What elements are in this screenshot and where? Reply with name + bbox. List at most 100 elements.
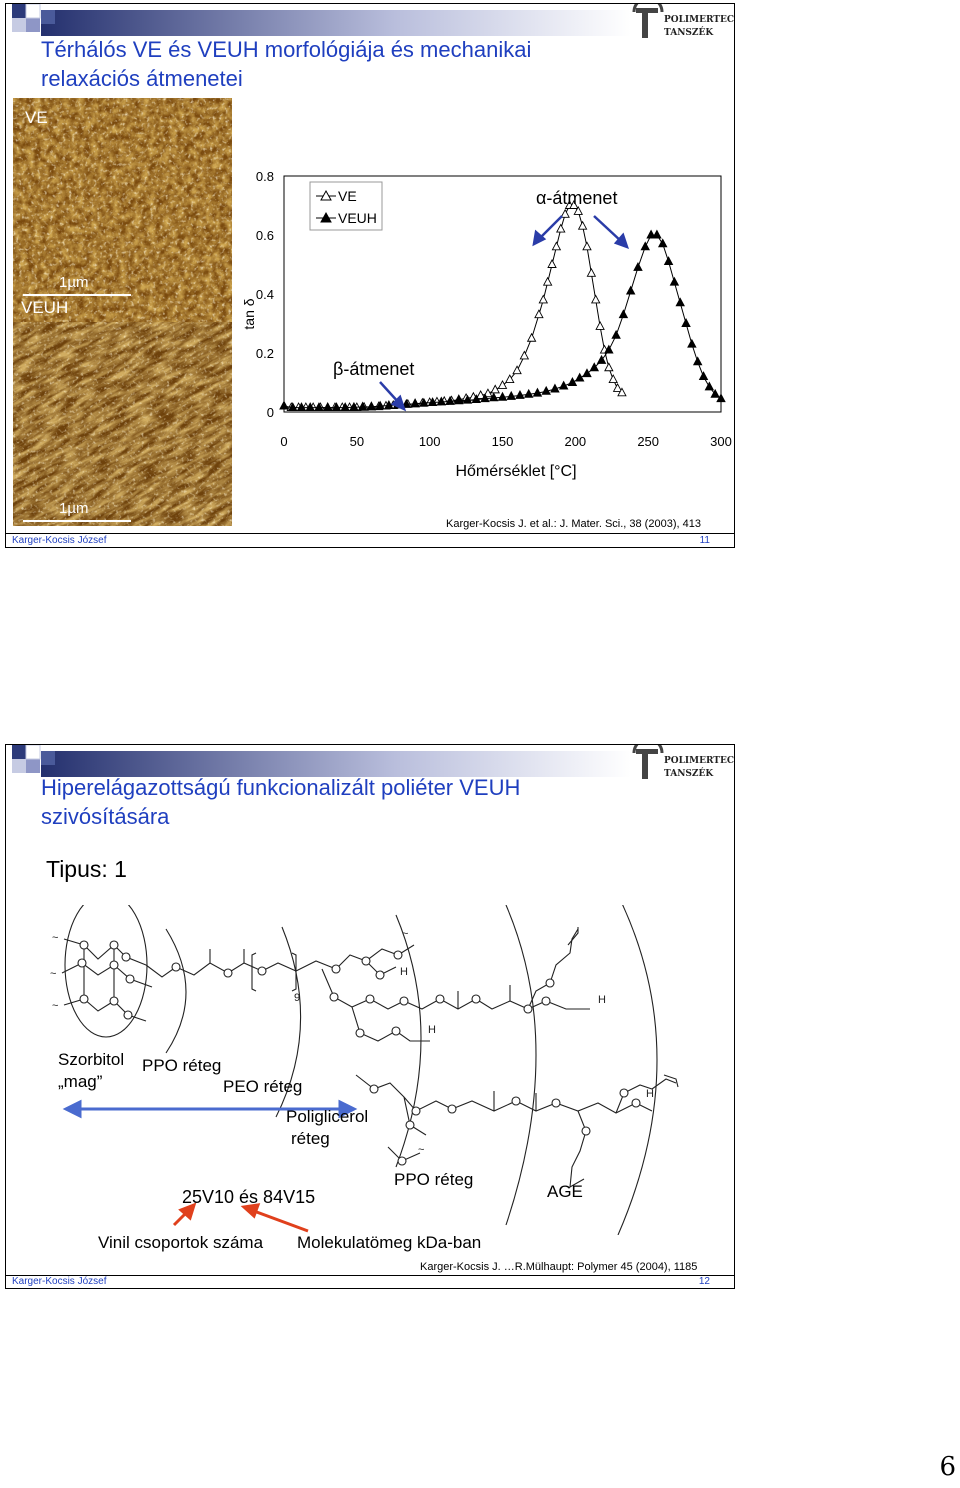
afm-label-veuh: VEUH [21,298,69,317]
x-tick-label: 150 [492,434,514,449]
data-point-veuh [633,261,643,271]
y-tick-label: 0 [267,405,274,420]
data-point-veuh [331,402,342,412]
data-point-veuh [625,285,636,295]
slide-title: Térhálós VE és VEUH morfológiája és mech… [41,35,531,93]
data-point-veuh [657,238,668,248]
label-sample-codes: 25V10 és 84V15 [182,1187,316,1207]
data-point-veuh [681,318,691,327]
department-logo: POLIMERTECHNIKA TANSZÉK [630,4,734,42]
data-point-ve [577,220,588,230]
svg-text:POLIMERTECHNIKA: POLIMERTECHNIKA [664,756,734,766]
data-point-veuh [604,344,614,354]
y-tick-label: 0.8 [256,169,274,184]
tilde-end: ~ [418,1144,424,1156]
data-point-ve [595,320,605,330]
data-point-ve [475,390,486,399]
data-point-veuh [314,402,324,412]
core-ellipse [64,905,148,1038]
data-point-veuh [589,362,600,372]
data-point-veuh [558,380,569,390]
slide-12: POLIMERTECHNIKA TANSZÉK Hiperelágazottsá… [5,744,735,1289]
data-point-veuh [375,400,385,410]
scale-label-top: 1µm [59,274,89,291]
label-molecular-weight: Molekulatömeg kDa-ban [297,1233,482,1252]
data-point-veuh [652,229,662,239]
data-point-veuh [366,401,377,411]
data-point-veuh [462,394,473,404]
afm-image-veuh: 1µm [13,322,232,526]
data-point-veuh [541,385,551,395]
data-point-veuh [515,390,525,399]
data-point-veuh [663,256,674,265]
annotation-arrows [379,215,630,412]
data-point-ve [560,208,570,218]
hydroxyl-h: H [598,994,606,1006]
label-ppo-layer-2: PPO réteg [394,1170,474,1189]
label-vinyl-count: Vinil csoportok száma [98,1233,264,1252]
data-point-veuh [497,391,508,401]
slide-11: POLIMERTECHNIKA TANSZÉK Térhálós VE és V… [5,3,735,548]
header-decoration [12,4,631,36]
type-label: Tipus: 1 [46,856,127,882]
ether-oxygens [77,940,641,1166]
data-point-veuh [340,402,350,412]
data-point-veuh [480,393,490,403]
data-point-veuh [445,395,455,405]
y-axis-label: tan δ [241,298,257,329]
data-point-veuh [618,309,629,319]
data-point-veuh [550,383,560,393]
data-point-veuh [532,387,543,397]
data-point-veuh [675,297,685,307]
label-age: AGE [547,1182,583,1201]
x-tick-label: 100 [419,434,441,449]
data-point-veuh [523,388,534,398]
peo-layer-boundary [275,926,302,1118]
data-point-veuh [279,400,289,410]
label-mag: „mag” [58,1072,103,1091]
ppo-layer-boundary [165,928,187,1054]
data-point-veuh [687,338,697,348]
y-tick-label: 0.6 [256,228,274,243]
scale-bar-bottom [23,520,131,522]
legend-marker-veuh [320,211,332,223]
data-point-ve [604,362,614,372]
data-point-ve [586,267,597,277]
data-point-veuh [611,329,621,339]
data-point-veuh [454,395,464,405]
data-point-veuh [419,397,429,407]
data-point-ve [573,205,583,215]
age-layer-boundary [617,905,658,1235]
tilde-end: ~ [402,928,408,940]
ppo2-layer-boundary [505,905,537,1226]
header-decoration [12,745,631,777]
footer-author: Karger-Kocsis József [12,535,107,546]
page-number: 6 [939,1452,956,1482]
hydroxyl-h: H [400,966,408,978]
data-point-veuh [692,356,703,366]
svg-text:POLIMERTECHNIKA: POLIMERTECHNIKA [664,15,734,25]
data-point-veuh [322,402,333,412]
data-point-ve [542,276,553,286]
label-ppo-layer-1: PPO réteg [142,1056,222,1075]
legend-label-ve: VE [338,188,357,204]
data-point-veuh [698,371,709,381]
hydroxyl-h: H [428,1024,436,1036]
footer-author: Karger-Kocsis József [12,1276,107,1287]
legend: VE VEUH [309,181,383,231]
data-point-veuh [704,381,715,391]
tilde-end: ~ [52,1000,58,1012]
legend-marker-ve [320,189,332,201]
department-logo: POLIMERTECHNIKA TANSZÉK [630,745,734,783]
data-point-veuh [471,394,482,404]
data-point-ve [497,379,508,389]
data-point-veuh [567,377,578,386]
svg-text:TANSZÉK: TANSZÉK [664,767,714,779]
data-point-veuh [349,401,359,411]
span-double-arrow [62,1099,358,1119]
data-point-veuh [574,372,585,382]
reference-citation: Karger-Kocsis J. …R.Mülhaupt: Polymer 45… [420,1261,698,1273]
data-point-ve [612,382,623,392]
data-point-ve [483,388,493,398]
data-point-ve [512,365,522,375]
